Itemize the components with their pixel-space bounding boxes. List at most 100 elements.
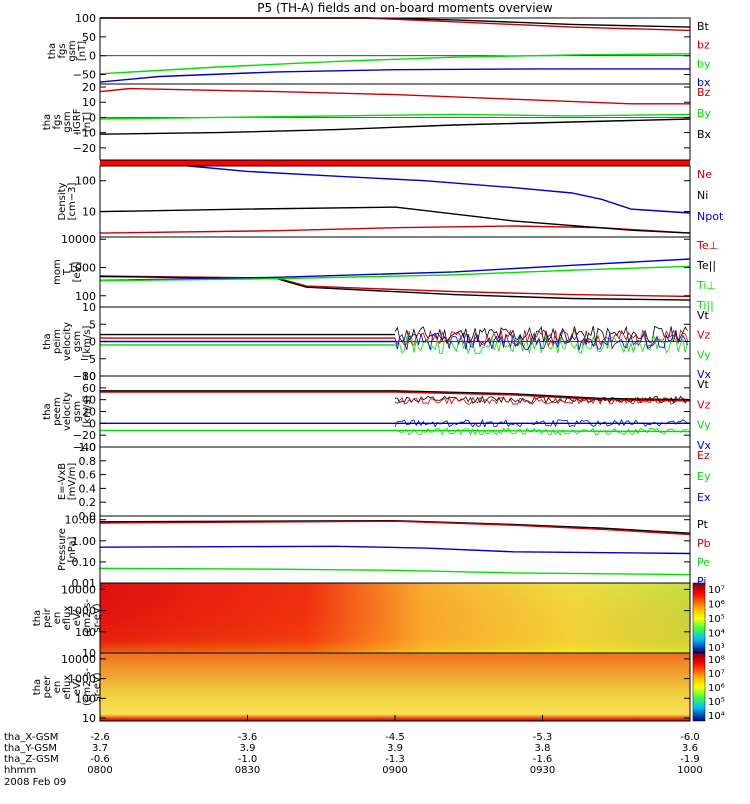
legend-Vt: Vt bbox=[697, 378, 710, 391]
ytick-label: 0.2 bbox=[79, 496, 97, 509]
velocity-noise bbox=[394, 325, 688, 355]
electron-spectrogram bbox=[100, 653, 690, 721]
panel-4: 10000 1000 100 mom T [eV] Te⊥ Te|| Ti⊥ Ti|| bbox=[52, 233, 718, 312]
ylabel-line: (cm2-s- bbox=[82, 668, 93, 706]
ytick-label: 0.0 bbox=[79, 510, 97, 523]
time-row-value: 3.6 bbox=[682, 743, 698, 754]
series-Vy-noise bbox=[394, 335, 688, 355]
legend-Vy: Vy bbox=[697, 419, 711, 432]
ion-spectrogram bbox=[100, 583, 690, 653]
time-row-value: -3.6 bbox=[238, 732, 258, 743]
ytick-label: −10 bbox=[73, 127, 96, 140]
time-row-label: tha_Y-GSM bbox=[4, 743, 57, 754]
ytick-label: 1000 bbox=[68, 605, 96, 618]
series-Vt bbox=[100, 390, 691, 401]
ytick-label: −40 bbox=[73, 441, 96, 454]
series-Vz bbox=[100, 391, 691, 402]
ytick-label: 50 bbox=[82, 31, 96, 44]
ylabel-line: -IGRF bbox=[72, 108, 83, 135]
electron-colorbar bbox=[692, 652, 706, 722]
time-row-value: -4.5 bbox=[385, 732, 405, 743]
series-Bz bbox=[99, 87, 690, 105]
ylabel-line: en bbox=[52, 681, 63, 694]
ylabel-line: peem bbox=[52, 397, 63, 425]
ytick-label: 100 bbox=[75, 290, 96, 303]
series-Ni bbox=[99, 206, 691, 234]
legend-bx: bx bbox=[697, 76, 711, 89]
panel-7: 1.00.80.60.40.20.0 E=-VxB [mV/m] Ez Ey Ex bbox=[57, 441, 711, 523]
time-row-label: tha_Z-GSM bbox=[4, 754, 59, 765]
time-row-value: -1.6 bbox=[533, 754, 553, 765]
chart-title: P5 (TH-A) fields and on-board moments ov… bbox=[257, 1, 553, 15]
ylabel-line: fgs bbox=[52, 114, 63, 129]
panel-1: 100 50 0 −50 tha fgs gsm [nT] Bt bz by bx bbox=[47, 12, 711, 89]
series-Ti⊥ bbox=[99, 258, 691, 282]
time-row-value: 3.9 bbox=[387, 743, 403, 754]
ylabel-line: tha bbox=[42, 403, 53, 419]
ytick-label: −50 bbox=[73, 69, 96, 82]
ytick-label: 10 bbox=[82, 301, 96, 314]
ylabel-line: [nT] bbox=[82, 112, 93, 132]
panel-frame bbox=[99, 515, 691, 584]
ylabel-line: [km/s] bbox=[82, 395, 93, 427]
time-row-value: -6.0 bbox=[680, 732, 700, 743]
ytick-label: 10.00 bbox=[65, 514, 97, 527]
ytick-label: 0.6 bbox=[79, 469, 97, 482]
series-Pt bbox=[99, 519, 691, 534]
ylabel-line: tha bbox=[32, 679, 43, 695]
panel-frame bbox=[99, 83, 691, 161]
time-row-value: 3.8 bbox=[535, 743, 551, 754]
legend-Vz: Vz bbox=[697, 329, 711, 342]
ylabel-line: [cm−3] bbox=[67, 183, 78, 221]
series-Vx-noise bbox=[394, 331, 688, 351]
legend-By: By bbox=[697, 107, 712, 120]
time-row-value: -1.9 bbox=[680, 754, 700, 765]
time-row-value: 3.7 bbox=[92, 743, 108, 754]
series-Vt-noise bbox=[394, 395, 688, 405]
series-Bx bbox=[99, 118, 691, 135]
ylabel-line: eflux bbox=[62, 675, 73, 700]
time-row-value: -5.3 bbox=[533, 732, 553, 743]
series-Pb bbox=[99, 520, 691, 536]
series-Vz-noise bbox=[394, 329, 688, 348]
legend-Bz: Bz bbox=[697, 86, 711, 99]
legend-Vy: Vy bbox=[697, 348, 711, 361]
legend-Vx: Vx bbox=[697, 368, 712, 381]
ytick-label: 40 bbox=[82, 394, 96, 407]
legend-Ti||: Ti|| bbox=[696, 299, 714, 312]
series-Vt-noise bbox=[394, 325, 688, 345]
colorbar-tick: 10⁵ bbox=[708, 697, 725, 708]
ylabel-line: tha bbox=[47, 43, 58, 59]
series-Vx-noise bbox=[394, 418, 688, 428]
ytick-label: 1.0 bbox=[79, 441, 97, 454]
ylabel-line: Density bbox=[57, 182, 68, 220]
ytick-label: 10 bbox=[82, 712, 96, 725]
panel-10: 10000 1000 100 10 tha peer en eflux eV/(cm2-s-sr… bbox=[32, 652, 725, 725]
ytick-label: 100 bbox=[75, 692, 96, 705]
time-row-value: 0830 bbox=[235, 765, 260, 776]
ylabel-line: peer bbox=[42, 675, 53, 699]
ytick-label: 80 bbox=[82, 370, 96, 383]
ylabel-line: gsm bbox=[62, 111, 73, 132]
legend-Ez: Ez bbox=[697, 449, 710, 462]
electron-spectrogram-fill bbox=[100, 653, 690, 721]
series-Vz-noise bbox=[394, 396, 688, 405]
time-row-value: 0930 bbox=[530, 765, 555, 776]
series-Pe bbox=[99, 567, 691, 576]
time-axis: tha_X-GSM -2.6 -3.6 -4.5 -5.3 -6.0 tha_Y-GSM 3.… bbox=[4, 715, 703, 788]
series-by bbox=[99, 53, 691, 75]
legend-Bt: Bt bbox=[697, 20, 710, 33]
ytick-label: 0 bbox=[89, 336, 96, 349]
colorbar-tick: 10⁸ bbox=[708, 655, 725, 666]
ylabel-line: gsm bbox=[72, 401, 83, 422]
panel-5: 10 5 0 −5 −10 tha peim velocity gsm [km/s] Vt Vz Vy V… bbox=[42, 301, 712, 383]
ytick-label: 5 bbox=[89, 318, 96, 331]
time-row-value: -0.6 bbox=[90, 754, 110, 765]
time-row-value: 0800 bbox=[87, 765, 112, 776]
ylabel-line: [km/s] bbox=[82, 325, 93, 357]
ytick-label: 10 bbox=[82, 647, 96, 660]
time-row-value: -2.6 bbox=[90, 732, 110, 743]
ylabel-line: E=-VxB bbox=[57, 463, 68, 500]
series-bx bbox=[99, 68, 690, 83]
